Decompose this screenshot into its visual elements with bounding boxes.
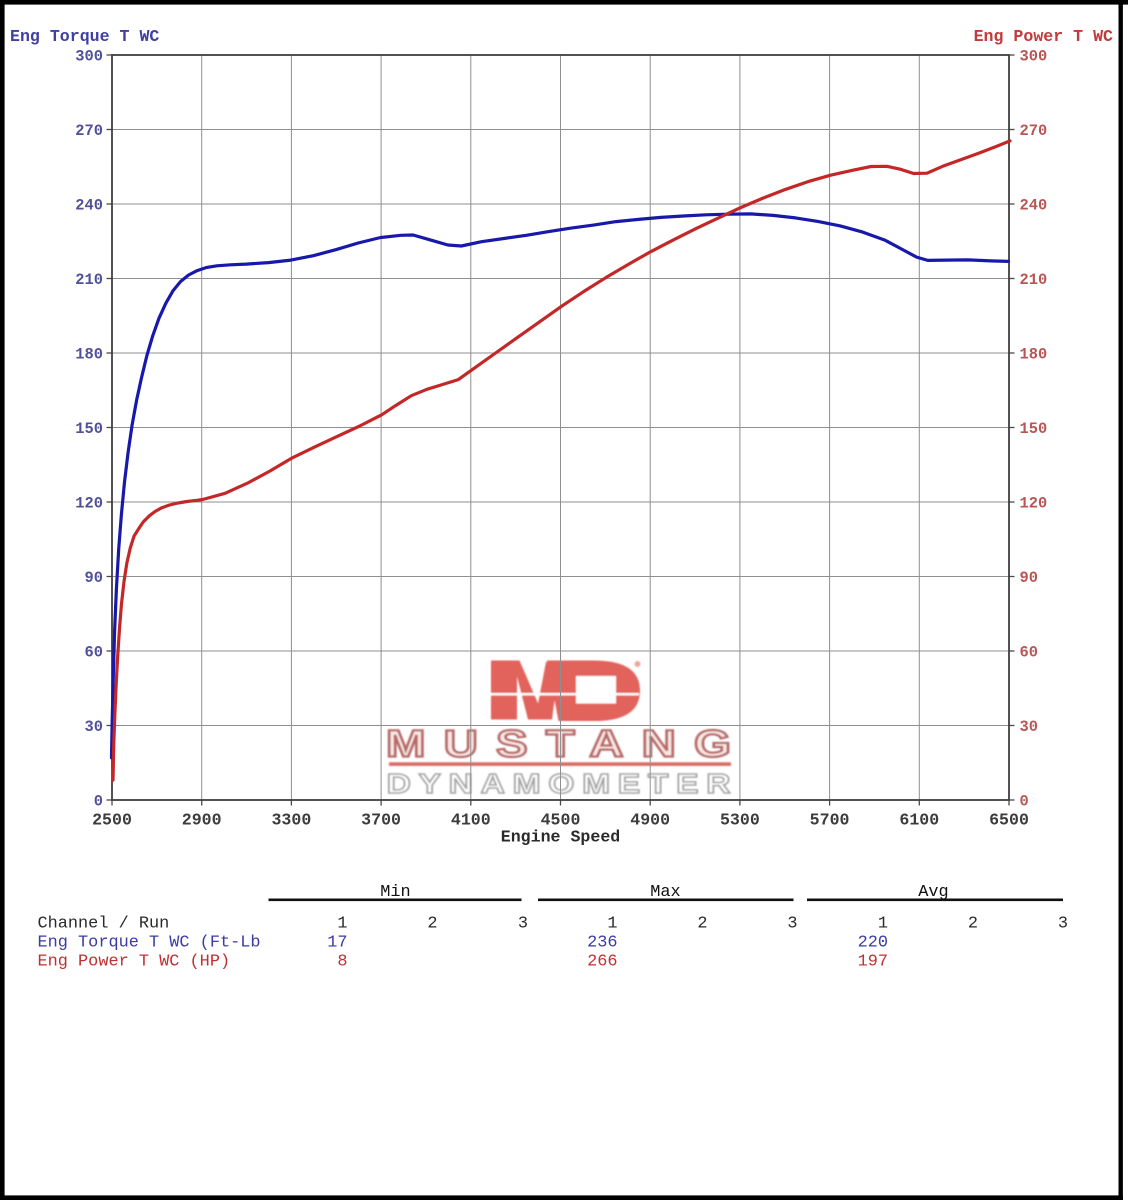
svg-text:270: 270 [75, 122, 103, 140]
svg-text:17: 17 [327, 934, 347, 953]
svg-text:1: 1 [607, 915, 617, 934]
svg-text:0: 0 [1020, 793, 1029, 811]
svg-text:300: 300 [1020, 48, 1048, 66]
svg-text:Avg: Avg [918, 883, 948, 902]
svg-text:5300: 5300 [720, 811, 760, 830]
svg-text:120: 120 [1020, 495, 1048, 513]
svg-text:MUSTANG: MUSTANG [386, 723, 749, 765]
svg-text:2: 2 [697, 915, 707, 934]
svg-text:1: 1 [878, 915, 888, 934]
svg-text:Eng Torque T WC (Ft-Lb: Eng Torque T WC (Ft-Lb [38, 934, 261, 953]
svg-text:Engine Speed: Engine Speed [501, 828, 621, 847]
svg-text:Eng Torque T WC: Eng Torque T WC [10, 27, 159, 46]
svg-text:5700: 5700 [810, 811, 850, 830]
svg-text:180: 180 [75, 346, 103, 364]
svg-text:60: 60 [85, 644, 103, 662]
svg-text:Channel / Run: Channel / Run [38, 915, 170, 934]
svg-text:Eng Power T WC (HP): Eng Power T WC (HP) [38, 953, 231, 972]
svg-text:236: 236 [587, 934, 617, 953]
svg-text:4900: 4900 [630, 811, 670, 830]
svg-text:2500: 2500 [92, 811, 132, 830]
svg-text:150: 150 [1020, 420, 1048, 438]
svg-text:2: 2 [427, 915, 437, 934]
svg-text:6100: 6100 [899, 811, 939, 830]
svg-text:30: 30 [85, 718, 103, 736]
svg-text:Max: Max [650, 883, 680, 902]
svg-text:270: 270 [1020, 122, 1048, 140]
svg-text:90: 90 [85, 569, 103, 587]
svg-text:3: 3 [518, 915, 528, 934]
svg-text:120: 120 [75, 495, 103, 513]
svg-text:240: 240 [1020, 197, 1048, 215]
svg-text:0: 0 [94, 793, 103, 811]
svg-text:180: 180 [1020, 346, 1048, 364]
svg-text:4500: 4500 [541, 811, 581, 830]
svg-text:60: 60 [1020, 644, 1038, 662]
svg-text:8: 8 [337, 953, 347, 972]
svg-text:3: 3 [787, 915, 797, 934]
svg-text:266: 266 [587, 953, 617, 972]
svg-text:3: 3 [1058, 915, 1068, 934]
svg-text:300: 300 [75, 48, 103, 66]
svg-text:Eng Power T WC: Eng Power T WC [974, 27, 1113, 46]
svg-text:90: 90 [1020, 569, 1038, 587]
svg-text:1: 1 [337, 915, 347, 934]
svg-text:210: 210 [1020, 271, 1048, 289]
svg-text:3700: 3700 [361, 811, 401, 830]
svg-text:4100: 4100 [451, 811, 491, 830]
svg-text:DYNAMOMETER: DYNAMOMETER [387, 768, 739, 800]
svg-text:197: 197 [858, 953, 888, 972]
svg-text:3300: 3300 [271, 811, 311, 830]
svg-text:210: 210 [75, 271, 103, 289]
svg-text:2: 2 [968, 915, 978, 934]
svg-text:Min: Min [380, 883, 410, 902]
svg-text:220: 220 [858, 934, 888, 953]
svg-text:240: 240 [75, 197, 103, 215]
svg-text:150: 150 [75, 420, 103, 438]
svg-text:30: 30 [1020, 718, 1038, 736]
svg-text:2900: 2900 [182, 811, 222, 830]
svg-text:6500: 6500 [989, 811, 1029, 830]
